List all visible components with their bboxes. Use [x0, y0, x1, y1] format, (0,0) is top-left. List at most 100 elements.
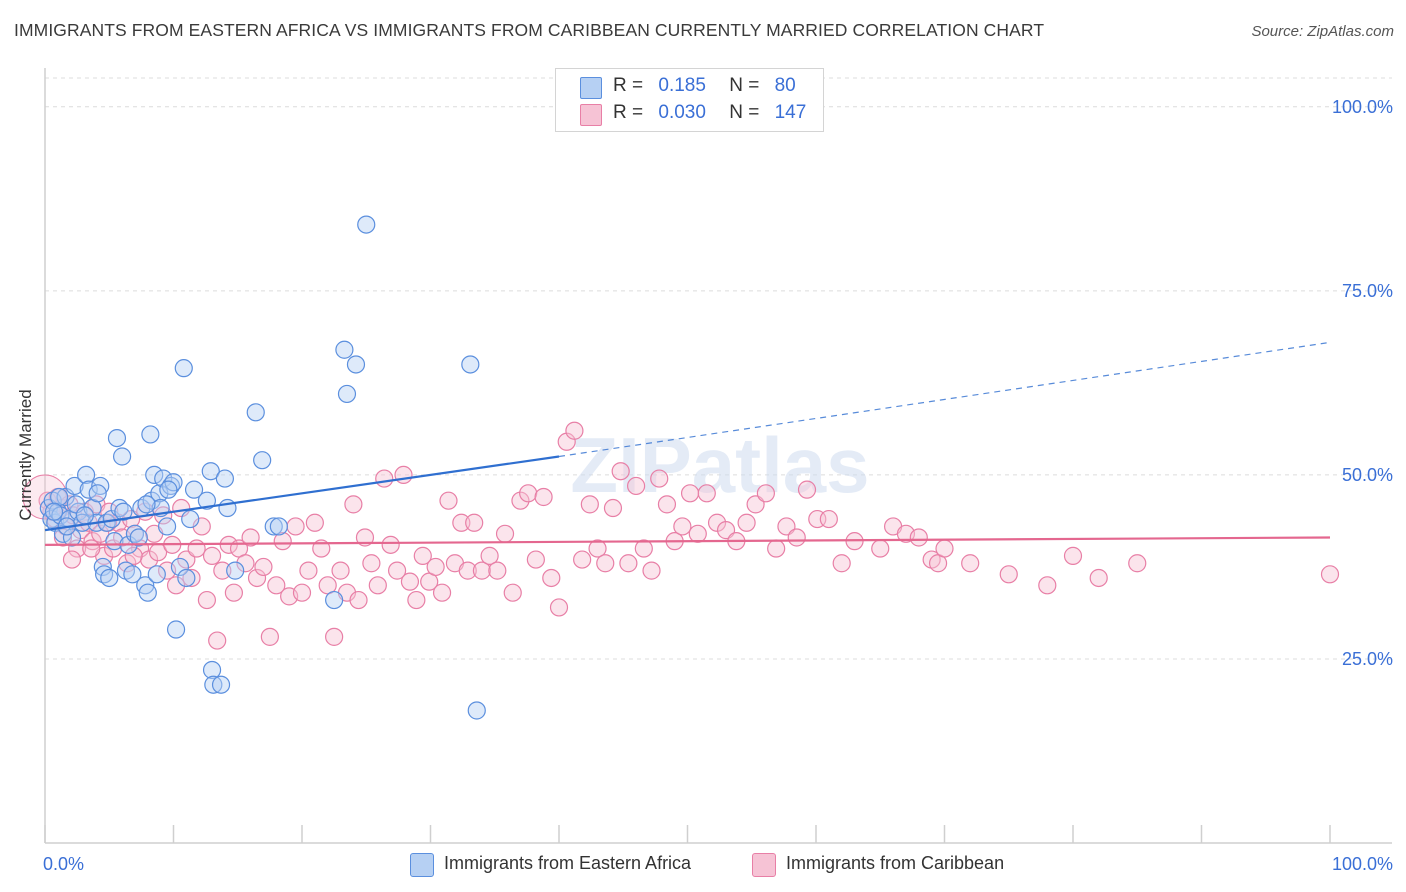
- data-point: [254, 557, 273, 577]
- legend-swatch-pink: [752, 853, 776, 877]
- data-point: [182, 568, 201, 588]
- trend-line-eastern-africa: [44, 455, 560, 532]
- r-value: 0.030: [658, 102, 706, 123]
- legend-label: Immigrants from Caribbean: [786, 853, 1005, 873]
- r-value: 0.185: [658, 75, 706, 96]
- data-point: [526, 550, 545, 569]
- data-point: [368, 576, 387, 595]
- data-point: [344, 495, 363, 514]
- data-point: [166, 620, 186, 639]
- data-point: [767, 539, 786, 558]
- data-point: [871, 539, 890, 558]
- series-eastern-africa-points: [39, 215, 486, 720]
- x-tick-label: 0.0%: [43, 854, 84, 874]
- data-point: [439, 491, 458, 510]
- data-point: [480, 546, 499, 565]
- data-point: [1063, 546, 1083, 565]
- data-point: [136, 576, 155, 595]
- data-point: [154, 469, 173, 488]
- data-point: [542, 568, 561, 588]
- data-point: [611, 462, 630, 481]
- data-point: [44, 502, 64, 521]
- legend-swatch-blue: [410, 853, 434, 877]
- data-point: [335, 340, 354, 359]
- data-point: [673, 517, 692, 536]
- data-point: [596, 554, 615, 573]
- data-point: [273, 532, 292, 551]
- data-point: [737, 513, 756, 532]
- n-label: N =: [729, 102, 760, 123]
- tick-labels: 25.0% 50.0% 75.0% 100.0% 0.0% 100.0%: [43, 97, 1393, 874]
- data-point: [1320, 565, 1340, 584]
- data-point: [124, 546, 143, 565]
- data-point: [650, 469, 669, 488]
- data-point: [79, 480, 98, 499]
- data-point: [549, 598, 569, 617]
- n-value: 80: [774, 75, 796, 96]
- data-point: [264, 517, 283, 536]
- data-point: [394, 465, 413, 485]
- data-point: [362, 554, 381, 573]
- data-point: [503, 583, 522, 602]
- data-point: [400, 572, 420, 591]
- legend-swatch-blue: [580, 77, 602, 99]
- data-point: [286, 517, 305, 536]
- data-point: [413, 546, 432, 565]
- data-point: [426, 557, 445, 577]
- data-point: [909, 528, 928, 547]
- x-tick-label: 100.0%: [1332, 854, 1393, 874]
- y-tick-label: 100.0%: [1332, 97, 1393, 117]
- data-point: [82, 539, 101, 558]
- data-point: [357, 215, 376, 234]
- data-point: [1038, 576, 1057, 595]
- data-point: [267, 576, 286, 595]
- data-point: [88, 484, 107, 503]
- data-point: [819, 509, 838, 529]
- data-point: [797, 480, 817, 499]
- data-point: [202, 660, 222, 680]
- data-point: [91, 476, 110, 496]
- axes: [44, 68, 1392, 844]
- data-point: [181, 509, 200, 529]
- data-point: [215, 469, 234, 488]
- data-point: [226, 561, 245, 580]
- data-point: [580, 495, 599, 514]
- data-point: [407, 590, 426, 610]
- data-point: [211, 675, 231, 694]
- r-label: R =: [613, 102, 644, 123]
- legend-label: Immigrants from Eastern Africa: [444, 853, 692, 873]
- chart-title: IMMIGRANTS FROM EASTERN AFRICA VS IMMIGR…: [14, 20, 1045, 40]
- data-point: [495, 524, 515, 543]
- data-point: [472, 561, 491, 580]
- data-point: [62, 528, 82, 547]
- data-point: [107, 428, 127, 448]
- data-point: [145, 465, 164, 485]
- data-point: [253, 451, 272, 470]
- data-point: [588, 539, 607, 558]
- data-point: [346, 355, 366, 374]
- data-point: [260, 627, 279, 646]
- data-point: [1089, 568, 1108, 588]
- data-point: [114, 502, 133, 521]
- data-point: [292, 583, 312, 602]
- data-point: [305, 513, 324, 532]
- data-point: [247, 568, 267, 588]
- data-point: [123, 565, 142, 584]
- data-point: [387, 561, 407, 580]
- y-tick-label: 50.0%: [1342, 465, 1393, 485]
- data-point: [573, 550, 592, 569]
- chart-source: Source: ZipAtlas.com: [1251, 23, 1394, 40]
- data-point: [642, 561, 661, 580]
- data-point: [381, 535, 400, 554]
- data-point: [657, 495, 677, 514]
- trend-line-eastern-africa-extension: [558, 341, 1331, 458]
- data-point: [961, 554, 980, 573]
- n-label: N =: [729, 75, 760, 96]
- data-point: [241, 528, 260, 547]
- data-point: [519, 484, 538, 503]
- data-point: [224, 583, 243, 602]
- data-point: [129, 528, 148, 547]
- data-point: [65, 476, 84, 496]
- data-point: [688, 524, 707, 543]
- data-point: [697, 484, 716, 503]
